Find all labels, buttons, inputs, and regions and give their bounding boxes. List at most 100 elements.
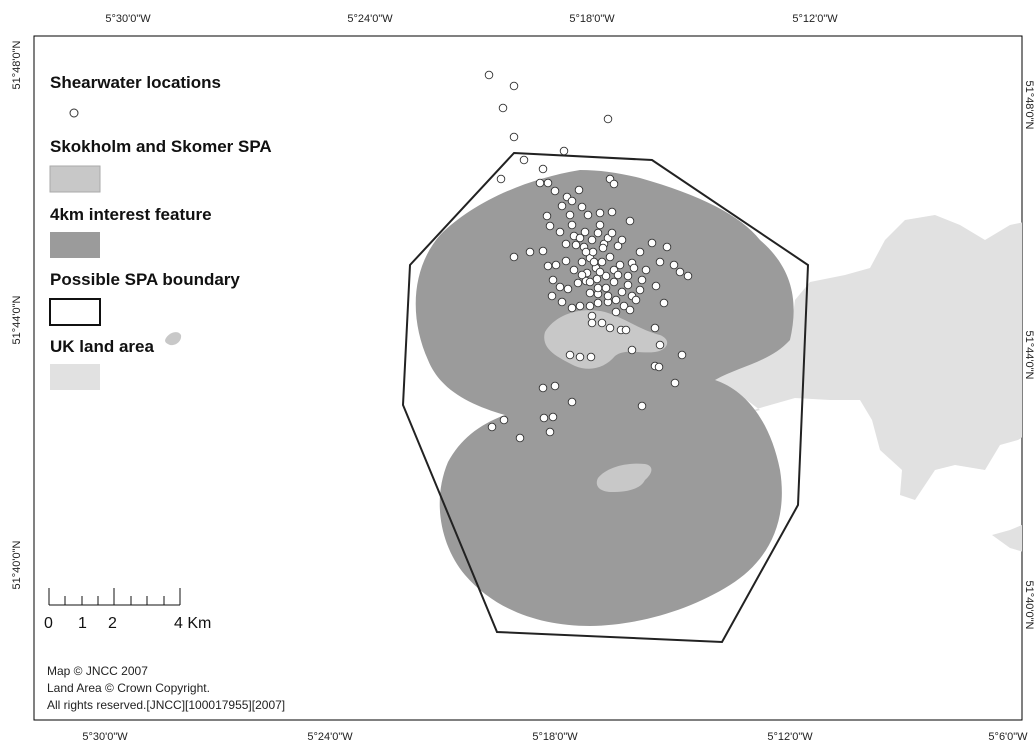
shearwater-point (577, 202, 587, 212)
shearwater-point (589, 257, 599, 267)
scale-label: 0 (44, 615, 53, 632)
top-tick-label: 5°30'0"W (105, 13, 151, 25)
shearwater-point (670, 378, 680, 388)
shearwater-point (655, 340, 665, 350)
skomer-island (544, 310, 668, 369)
shearwater-point (563, 284, 573, 294)
shearwater-point (613, 270, 623, 280)
shearwater-point (487, 422, 497, 432)
shearwater-point (538, 164, 548, 174)
shearwater-point (557, 201, 567, 211)
shearwater-point (611, 307, 621, 317)
shearwater-point (647, 238, 657, 248)
shearwater-point (617, 235, 627, 245)
shearwater-point (539, 413, 549, 423)
credit-line: Map © JNCC 2007 (47, 664, 148, 678)
shearwater-point (592, 274, 602, 284)
legend-swatch-boundary (49, 298, 101, 326)
uk-land-north-fragment (1022, 200, 1034, 214)
shearwater-point (498, 103, 508, 113)
shearwater-point (629, 263, 639, 273)
grassholm-island (165, 332, 182, 346)
shearwater-point (567, 196, 577, 206)
top-tick-label: 5°24'0"W (347, 13, 393, 25)
shearwater-point (593, 298, 603, 308)
shearwater-point (538, 246, 548, 256)
shearwater-point (598, 243, 608, 253)
shearwater-point (585, 301, 595, 311)
possible-spa-boundary (401, 151, 810, 644)
shearwater-point (637, 275, 647, 285)
shearwater-point (545, 427, 555, 437)
shearwater-point (601, 271, 611, 281)
scale-bar (48, 588, 181, 606)
left-tick-label: 51°44'0"N (11, 295, 23, 344)
shearwater-point (561, 239, 571, 249)
shearwater-point (625, 305, 635, 315)
scale-label: 4 Km (174, 615, 211, 632)
legend-label-interest: 4km interest feature (50, 205, 212, 224)
shearwater-point (571, 240, 581, 250)
shearwater-point (499, 415, 509, 425)
shearwater-point (543, 178, 553, 188)
legend-swatch-shearwater (69, 108, 79, 118)
legend-swatch-spa (49, 165, 101, 193)
shearwater-point (662, 242, 672, 252)
shearwater-point (609, 179, 619, 189)
shearwater-point (635, 247, 645, 257)
shearwater-point (641, 265, 651, 275)
shearwater-point (585, 277, 595, 287)
shearwater-point (637, 401, 647, 411)
shearwater-point (542, 211, 552, 221)
legend-swatch-interest (50, 232, 100, 258)
shearwater-point (607, 207, 617, 217)
bottom-tick-label: 5°6'0"W (988, 731, 1028, 743)
shearwater-point (587, 318, 597, 328)
shearwater-point (575, 352, 585, 362)
shearwater-point (605, 323, 615, 333)
top-tick-label: 5°12'0"W (792, 13, 838, 25)
shearwater-point (535, 178, 545, 188)
shearwater-point (567, 220, 577, 230)
shearwater-point (543, 261, 553, 271)
shearwater-point (569, 265, 579, 275)
shearwater-point (565, 350, 575, 360)
right-tick-label: 51°44'0"N (1023, 331, 1034, 380)
shearwater-point (484, 70, 494, 80)
shearwater-point (548, 275, 558, 285)
bottom-tick-label: 5°30'0"W (82, 731, 128, 743)
shearwater-point (617, 287, 627, 297)
shearwater-point (669, 260, 679, 270)
shearwater-point (595, 267, 605, 277)
legend-label-spa: Skokholm and Skomer SPA (50, 137, 272, 156)
shearwater-point (550, 381, 560, 391)
shearwater-point (613, 241, 623, 251)
bottom-tick-label: 5°24'0"W (307, 731, 353, 743)
shearwater-point (623, 280, 633, 290)
shearwater-point (623, 271, 633, 281)
credit-line: All rights reserved.[JNCC][100017955][20… (47, 698, 285, 712)
shearwater-point (515, 433, 525, 443)
shearwater-point (587, 235, 597, 245)
shearwater-point (597, 257, 607, 267)
shearwater-point (565, 210, 575, 220)
shearwater-point (607, 228, 617, 238)
shearwater-point (683, 271, 693, 281)
shearwater-point (567, 303, 577, 313)
shearwater-points (484, 70, 693, 443)
shearwater-point (621, 325, 631, 335)
uk-land-south (992, 525, 1022, 552)
shearwater-point (559, 146, 569, 156)
shearwater-point (651, 281, 661, 291)
shearwater-point (627, 345, 637, 355)
shearwater-point (605, 252, 615, 262)
shearwater-point (593, 228, 603, 238)
shearwater-point (655, 257, 665, 267)
shearwater-point (575, 233, 585, 243)
shearwater-point (675, 267, 685, 277)
shearwater-point (577, 257, 587, 267)
shearwater-point (586, 352, 596, 362)
shearwater-point (550, 186, 560, 196)
shearwater-point (545, 221, 555, 231)
